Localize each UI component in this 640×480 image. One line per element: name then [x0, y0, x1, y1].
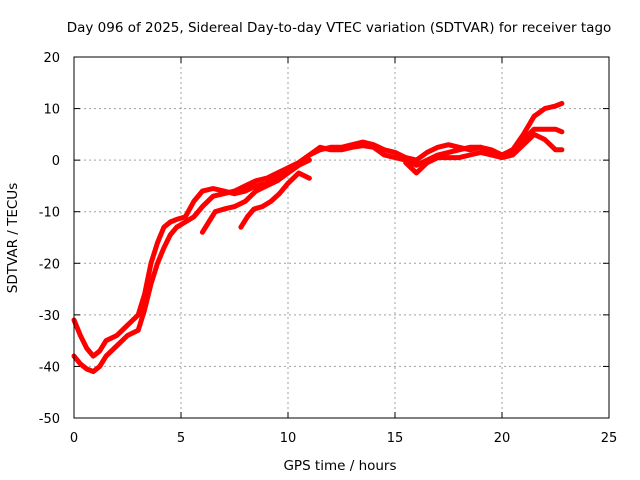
y-tick-label: -20 — [39, 257, 60, 272]
y-axis-label: SDTVAR / TECUs — [5, 183, 21, 293]
chart-title: Day 096 of 2025, Sidereal Day-to-day VTE… — [67, 20, 612, 36]
x-tick-label: 5 — [177, 431, 185, 446]
grid-lines — [74, 57, 609, 418]
y-tick-label: -40 — [39, 360, 60, 375]
plot-frame — [73, 56, 610, 419]
x-tick-label: 10 — [280, 431, 297, 446]
y-tick-label: -10 — [39, 206, 60, 221]
y-tick-label: 10 — [43, 103, 60, 118]
x-axis-label: GPS time / hours — [283, 458, 396, 474]
series-line-track-4 — [238, 170, 312, 230]
y-tick-label: -30 — [39, 309, 60, 324]
series-line-track-2 — [71, 126, 565, 375]
y-tick-label: -50 — [39, 412, 60, 427]
data-series — [71, 100, 565, 375]
tick-labels: 0 5 10 15 20 25 -50 -40 -30 -20 -10 0 10 20 — [39, 51, 618, 446]
x-tick-label: 25 — [601, 431, 618, 446]
y-tick-label: 0 — [52, 154, 60, 169]
series-line-track-5 — [403, 131, 565, 176]
series-line-track-3 — [199, 157, 312, 235]
x-tick-label: 20 — [494, 431, 511, 446]
y-tick-label: 20 — [43, 51, 60, 66]
x-tick-label: 0 — [70, 431, 78, 446]
axis-ticks — [73, 56, 610, 419]
x-tick-label: 15 — [387, 431, 404, 446]
